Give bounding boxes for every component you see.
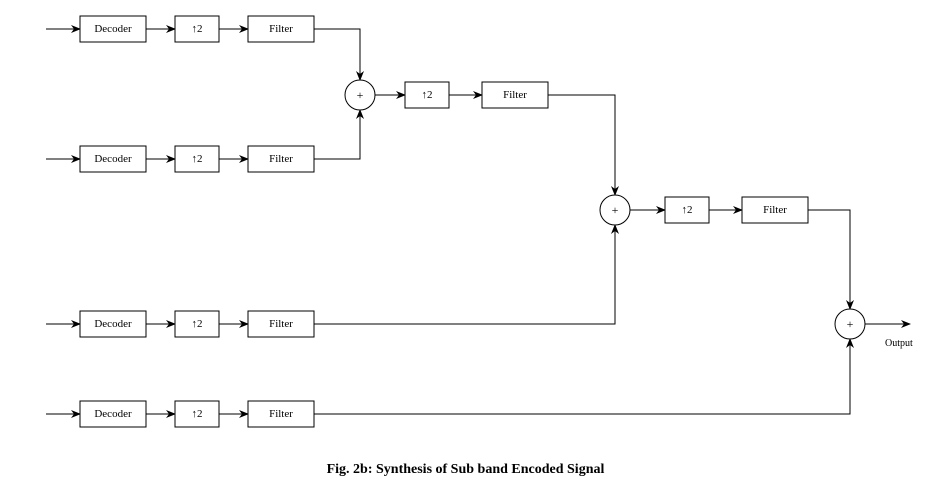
block-label-fil5: Filter [503,89,527,101]
block-label-up3: ↑2 [192,318,203,330]
block-label-fil6: Filter [763,204,787,216]
block-label-dec1: Decoder [94,23,132,35]
block-label-dec3: Decoder [94,318,132,330]
block-label-fil2: Filter [269,153,293,165]
figure-caption: Fig. 2b: Synthesis of Sub band Encoded S… [0,462,931,478]
block-label-up6: ↑2 [682,204,693,216]
sum-label-sum1: + [357,88,364,102]
block-label-up4: ↑2 [192,408,203,420]
sum-label-sum2: + [612,203,619,217]
block-label-dec2: Decoder [94,153,132,165]
block-label-up1: ↑2 [192,23,203,35]
edge [314,225,615,324]
edge [808,210,850,309]
edge [548,95,615,195]
block-label-up5: ↑2 [422,89,433,101]
edge [314,110,360,159]
block-diagram: Decoder ↑2 Filter Decoder ↑2 Filter Decoder ↑2 F… [0,0,931,500]
block-label-fil1: Filter [269,23,293,35]
block-label-fil4: Filter [269,408,293,420]
sum-label-sum3: + [847,317,854,331]
edge [314,29,360,80]
output-label: Output [885,338,913,349]
edge [314,339,850,414]
block-label-fil3: Filter [269,318,293,330]
block-label-up2: ↑2 [192,153,203,165]
block-label-dec4: Decoder [94,408,132,420]
